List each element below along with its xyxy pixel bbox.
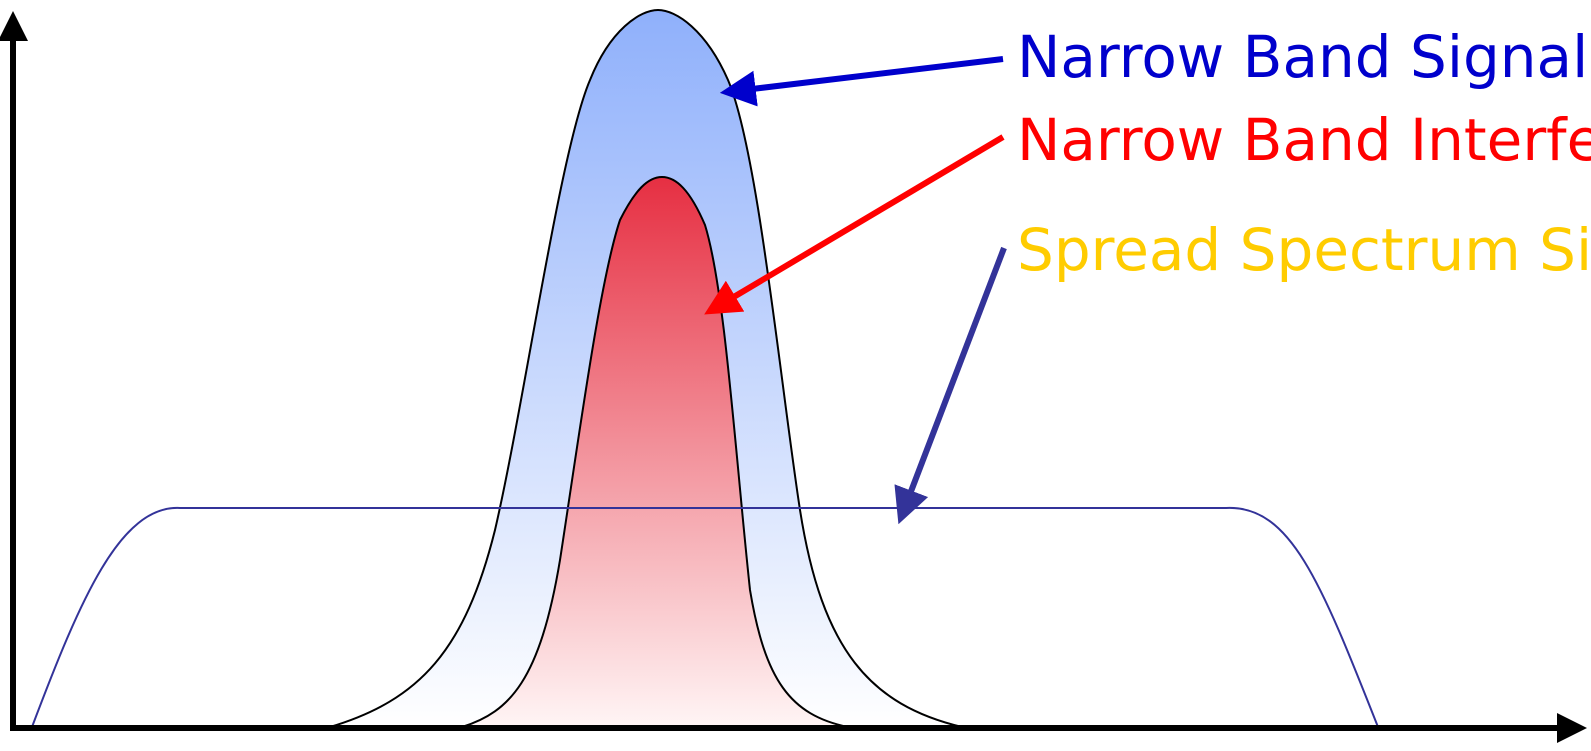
narrow-band-signal-arrow [752,59,1003,89]
spread-spectrum-signal-label: Spread Spectrum Signal [1017,216,1591,284]
narrow-band-interference-label: Narrow Band Interference [1017,106,1591,174]
spread-spectrum-signal-arrow [910,248,1004,494]
narrow-band-signal-label: Narrow Band Signal [1017,23,1588,91]
narrow-band-interference-arrow [732,137,1003,298]
